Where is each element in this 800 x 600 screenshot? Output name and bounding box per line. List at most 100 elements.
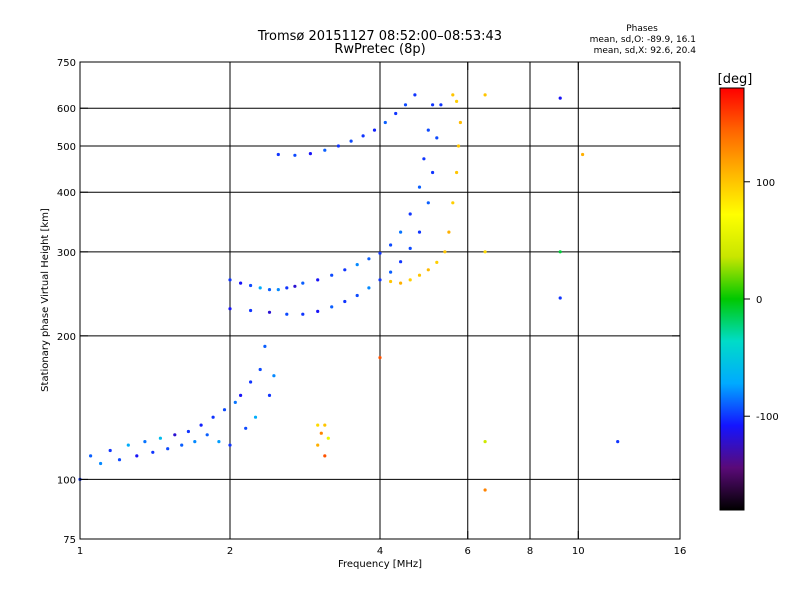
x-tick-label-3: 6 (465, 546, 471, 557)
point-3-5 (435, 260, 439, 264)
x-tick-label-1: 2 (227, 546, 233, 557)
point-1-17 (408, 212, 412, 216)
y-tick-label-3: 300 (57, 248, 76, 259)
point-2-11 (389, 270, 393, 274)
point-0-14 (193, 440, 197, 444)
y-tick-label-5: 500 (57, 142, 76, 153)
x-tick-label-5: 10 (572, 546, 585, 557)
point-0-8 (151, 450, 155, 454)
point-6-0 (483, 93, 487, 97)
point-0-29 (272, 374, 276, 378)
point-0-6 (135, 454, 139, 458)
y-tick-label-2: 200 (57, 332, 76, 343)
point-3-7 (447, 230, 451, 234)
point-2-10 (378, 278, 382, 282)
point-2-0 (228, 307, 232, 311)
point-3-1 (399, 281, 403, 285)
point-0-3 (108, 448, 112, 453)
point-4-6 (361, 134, 365, 138)
point-1-11 (343, 268, 347, 272)
point-0-5 (126, 443, 130, 447)
point-2-16 (431, 170, 435, 175)
point-3-13 (451, 93, 455, 97)
point-0-11 (173, 433, 177, 437)
point-3-9 (455, 170, 459, 175)
x-tick-label-2: 4 (377, 546, 383, 557)
x-tick-label-4: 8 (527, 546, 533, 557)
y-tick-label-6: 600 (57, 104, 76, 115)
point-2-15 (426, 201, 430, 205)
point-3-12 (455, 99, 459, 103)
point-1-8 (301, 281, 305, 285)
point-6-2 (483, 440, 487, 444)
y-tick-label-1: 100 (57, 475, 76, 486)
point-5-5 (323, 454, 327, 458)
x-tick-label-6: 16 (674, 546, 687, 557)
point-2-7 (343, 299, 347, 304)
point-5-2 (323, 423, 327, 427)
point-1-0 (228, 278, 232, 282)
y-tick-label-4: 400 (57, 188, 76, 199)
point-3-11 (458, 120, 462, 125)
point-0-20 (228, 443, 232, 447)
point-6-1 (483, 250, 487, 254)
phase-stats-heading: Phases (626, 24, 658, 34)
point-0-9 (158, 436, 162, 440)
chart-title: Tromsø 20151127 08:52:00–08:53:43 (257, 29, 502, 44)
point-1-13 (367, 257, 371, 261)
colorbar-ticks: -100 0 100 (744, 178, 779, 423)
point-0-1 (89, 454, 93, 458)
point-4-4 (336, 144, 340, 148)
point-0-21 (233, 400, 237, 404)
colorbar-tick-label-1: 0 (756, 295, 762, 306)
point-1-3 (258, 286, 262, 290)
x-tick-labels: 1 2 4 6 8 10 16 (77, 546, 687, 557)
point-1-14 (378, 251, 382, 255)
point-1-4 (267, 288, 272, 292)
point-0-24 (249, 380, 253, 384)
point-2-3 (285, 312, 289, 316)
point-4-10 (403, 103, 408, 107)
point-3-0 (389, 279, 393, 284)
x-axis-label: Frequency [MHz] (338, 559, 422, 570)
point-2-6 (330, 305, 334, 309)
point-4-1 (293, 153, 297, 157)
point-1-16 (399, 230, 403, 234)
point-2-1 (249, 308, 253, 313)
grid-lines (80, 62, 680, 539)
phase-stats-o: mean, sd,O: -89.9, 16.1 (590, 35, 696, 45)
point-2-17 (435, 136, 439, 140)
point-0-25 (253, 415, 258, 419)
point-1-18 (417, 185, 422, 189)
point-6-4 (558, 96, 562, 100)
point-0-16 (205, 433, 209, 437)
colorbar-label: [deg] (718, 72, 753, 87)
point-6-5 (558, 296, 562, 300)
phase-colorbar (719, 87, 745, 511)
point-5-3 (326, 436, 330, 440)
point-1-12 (355, 263, 359, 267)
point-6-3 (483, 488, 487, 492)
point-6-8 (378, 356, 382, 360)
chart-subtitle: RwPretec (8p) (334, 42, 425, 57)
point-1-10 (330, 273, 334, 277)
axis-ticks (79, 61, 681, 540)
point-5-4 (316, 423, 320, 427)
point-2-8 (355, 293, 359, 298)
point-2-18 (439, 103, 443, 107)
point-5-1 (319, 431, 323, 435)
point-0-27 (263, 344, 267, 348)
point-0-23 (244, 426, 248, 430)
point-0-22 (239, 393, 243, 397)
point-0-10 (166, 447, 170, 451)
point-3-2 (408, 278, 412, 282)
point-1-20 (426, 128, 430, 132)
point-4-9 (394, 111, 398, 116)
point-6-6 (558, 250, 562, 254)
point-1-9 (316, 278, 320, 282)
point-2-9 (367, 286, 371, 290)
y-tick-label-7: 750 (57, 58, 76, 69)
point-2-12 (399, 260, 403, 264)
point-0-19 (222, 408, 227, 412)
